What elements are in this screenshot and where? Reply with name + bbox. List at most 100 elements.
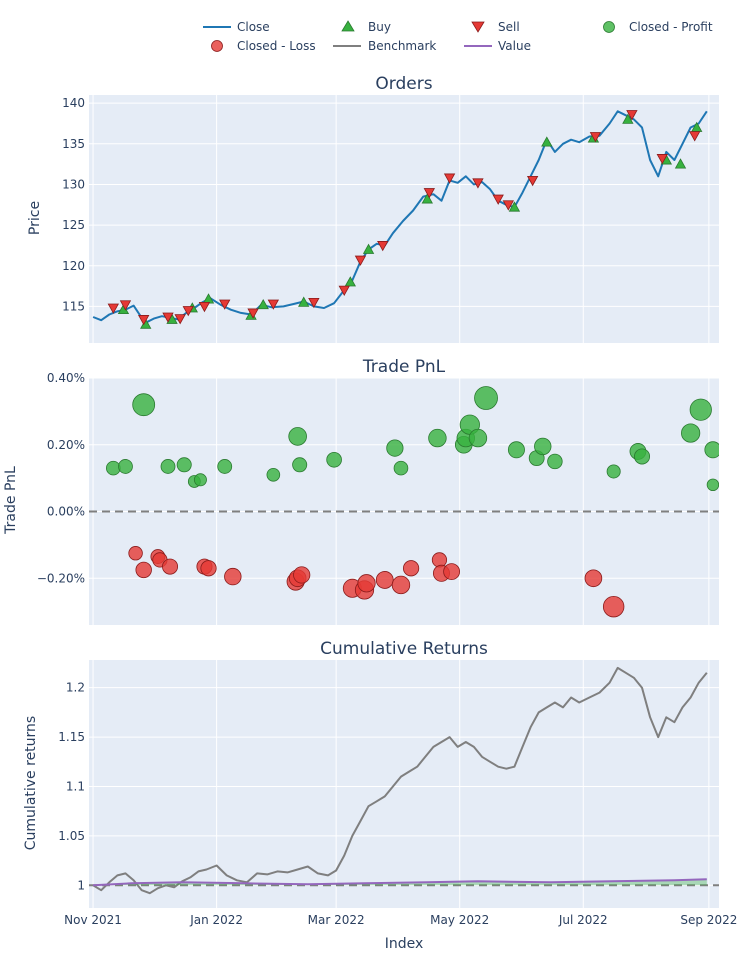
legend-label-benchmark: Benchmark: [368, 39, 436, 53]
xlabel-index: Index: [385, 936, 424, 952]
loss-marker: [391, 575, 411, 595]
y-tick-label: 140: [62, 96, 85, 110]
profit-marker: [106, 460, 121, 476]
profit-marker: [706, 478, 719, 492]
sell-marker: [377, 241, 389, 252]
profit-marker: [704, 441, 719, 459]
profit-marker: [606, 464, 621, 479]
x-tick-label: Sep 2022: [680, 913, 737, 927]
sell-marker: [308, 297, 320, 309]
legend-label-buy: Buy: [368, 20, 391, 34]
panel-title-trade-pnl: Trade PnL: [362, 357, 446, 377]
close-series-line: [92, 110, 708, 324]
loss-marker: [443, 563, 461, 580]
y-tick-label: 1.2: [66, 681, 85, 695]
loss-marker: [357, 574, 376, 593]
value-series-line: [93, 878, 707, 887]
profit-marker: [326, 451, 342, 468]
loss-marker: [293, 566, 311, 584]
legend-item-closed-profit[interactable]: Closed - Profit: [603, 20, 713, 34]
panel-title-cumulative-returns: Cumulative Returns: [320, 639, 488, 659]
legend-item-benchmark[interactable]: Benchmark: [333, 39, 436, 53]
ylabel-trade-pnl: Trade PnL: [3, 466, 19, 535]
loss-marker: [375, 571, 394, 589]
ylabel-cumulative-returns: Cumulative returns: [23, 716, 39, 850]
plot-content: [89, 666, 719, 895]
panel-title-orders: Orders: [375, 74, 432, 94]
legend-item-close[interactable]: Close: [203, 20, 270, 34]
profit-marker: [634, 448, 651, 465]
legend-item-buy[interactable]: Buy: [341, 20, 391, 34]
x-tick-label: Jan 2022: [189, 913, 243, 927]
sell-marker: [589, 132, 602, 143]
legend-label-closed-loss: Closed - Loss: [237, 39, 316, 53]
loss-marker: [200, 560, 217, 577]
plot-area: [89, 660, 719, 908]
buy-marker: [622, 113, 634, 124]
sell-marker: [247, 308, 259, 319]
legend-label-sell: Sell: [498, 20, 520, 34]
y-tick-label: 115: [62, 299, 85, 313]
y-tick-label: 1: [77, 878, 85, 892]
profit-marker: [266, 467, 281, 482]
y-tick-label: 125: [62, 218, 85, 232]
buy-marker: [362, 243, 375, 254]
sell-marker: [198, 302, 211, 313]
sell-marker: [219, 299, 231, 310]
plot-content: [89, 386, 719, 618]
y-tick-label: 0.00%: [47, 505, 85, 519]
profit-marker: [474, 386, 498, 410]
legend-label-closed-profit: Closed - Profit: [629, 20, 713, 34]
legend-item-value[interactable]: Value: [464, 39, 531, 53]
legend-item-closed-loss[interactable]: Closed - Loss: [211, 39, 316, 53]
buy-marker: [257, 298, 269, 310]
sell-marker: [354, 255, 367, 266]
legend-item-sell[interactable]: Sell: [471, 20, 520, 34]
sell-marker: [174, 314, 186, 325]
sell-marker: [267, 299, 280, 310]
profit-marker: [193, 473, 207, 487]
legend[interactable]: Close Buy Sell Closed - Profit Closed - …: [203, 20, 713, 53]
legend-label-close: Close: [237, 20, 270, 34]
sell-marker: [119, 300, 132, 311]
profit-marker: [468, 428, 488, 448]
loss-marker: [602, 595, 625, 618]
profit-marker: [534, 437, 552, 456]
sell-marker: [443, 173, 456, 184]
loss-marker: [431, 552, 448, 568]
y-tick-label: 1.05: [58, 829, 85, 843]
x-tick-label: Jul 2022: [558, 913, 608, 927]
profit-marker: [132, 393, 156, 417]
y-tick-label: 1.1: [66, 779, 85, 793]
ylabel-price: Price: [27, 201, 43, 235]
profit-marker: [507, 441, 525, 459]
profit-marker: [547, 453, 563, 470]
sell-marker: [162, 312, 174, 323]
loss-marker: [402, 560, 420, 577]
sell-marker: [689, 131, 701, 142]
sell-marker: [656, 154, 668, 165]
buy-marker: [674, 158, 687, 169]
y-tick-label: −0.20%: [37, 571, 85, 585]
sell-marker: [182, 306, 194, 317]
sell-marker: [107, 303, 119, 314]
legend-label-value: Value: [498, 39, 531, 53]
loss-marker: [162, 558, 179, 575]
profit-marker: [386, 439, 404, 457]
profit-marker: [176, 457, 192, 473]
sell-marker: [423, 188, 436, 199]
sell-marker: [472, 178, 484, 189]
panel-cumulative-returns: 1 1.05 1.1 1.15 1.2 Nov 2021 Jan 2022 Mar 2022 M…: [58, 660, 737, 927]
profit-marker: [292, 457, 308, 473]
panel-trade-pnl: −0.20% 0.00% 0.20% 0.40%: [37, 371, 719, 625]
sell-marker: [338, 285, 350, 296]
buy-marker: [421, 193, 433, 204]
sell-marker: [492, 194, 504, 205]
sell-marker: [526, 175, 539, 187]
sell-marker: [138, 315, 150, 326]
profit-marker: [217, 459, 233, 474]
benchmark-series-line: [92, 666, 708, 895]
panel-orders: 115 120 125 130 135 140: [62, 95, 719, 343]
sell-marker: [502, 200, 515, 211]
